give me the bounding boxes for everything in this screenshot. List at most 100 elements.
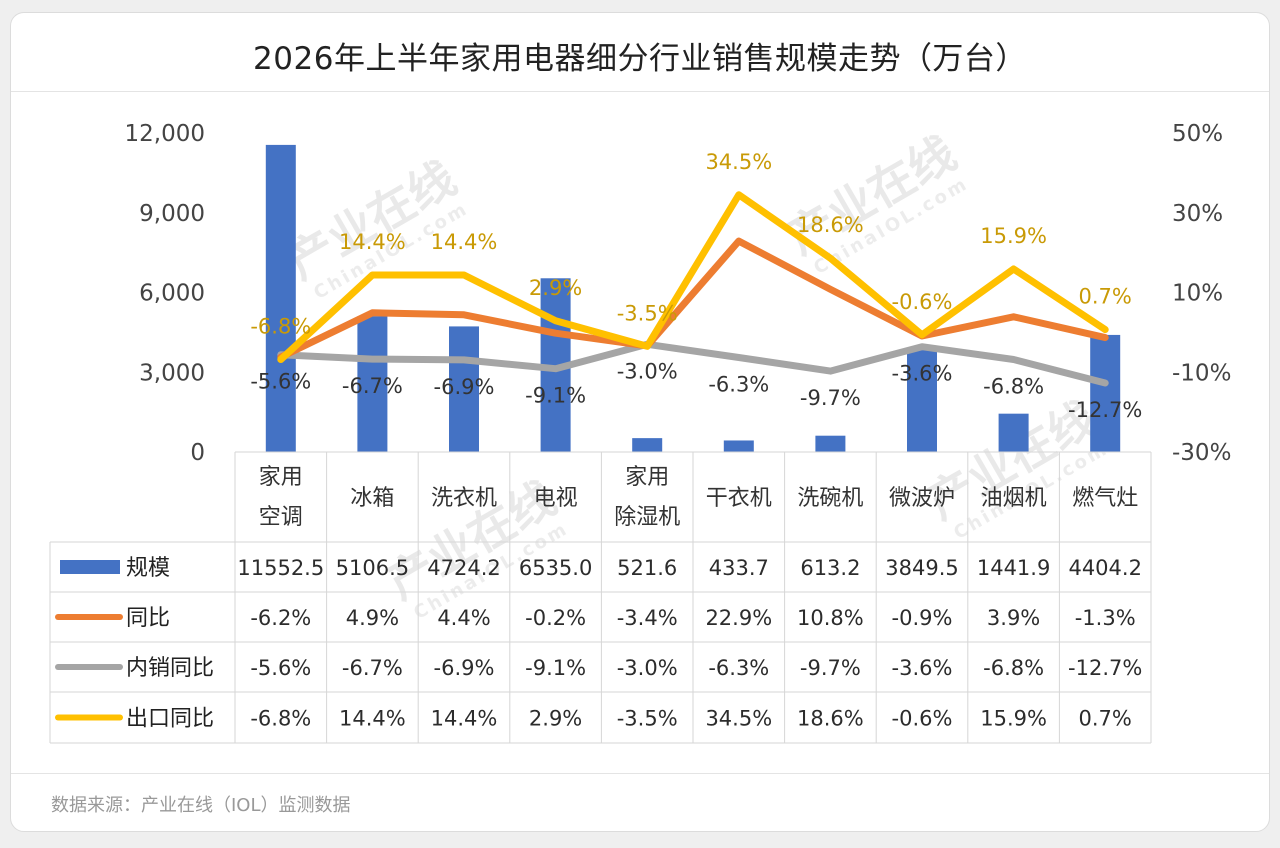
export-data-label: 15.9%	[980, 224, 1047, 248]
category-label: 除湿机	[614, 505, 680, 530]
table-cell: -3.6%	[892, 656, 953, 680]
left-axis-tick: 3,000	[139, 360, 205, 386]
table-cell: 3849.5	[885, 556, 958, 580]
source-note: 数据来源：产业在线（IOL）监测数据	[51, 795, 351, 816]
table-cell: 4724.2	[427, 556, 500, 580]
bar-series	[265, 144, 1121, 452]
domestic-data-label: -12.7%	[1068, 398, 1142, 422]
left-axis-tick: 12,000	[125, 121, 205, 147]
table-cell: -6.8%	[250, 707, 311, 731]
right-axis-ticks: -30% -10% 10% 30% 50%	[1172, 121, 1231, 466]
table-cell: 3.9%	[987, 606, 1040, 630]
table-cell: -9.1%	[525, 656, 586, 680]
category-label: 微波炉	[889, 486, 955, 511]
table-cell: 10.8%	[797, 606, 864, 630]
category-label: 洗碗机	[797, 486, 863, 511]
table-cell: -0.2%	[525, 606, 586, 630]
category-label: 洗衣机	[431, 486, 497, 511]
export-data-label: 18.6%	[797, 213, 864, 237]
table-cell: -0.6%	[892, 707, 953, 731]
domestic-data-label: -9.7%	[800, 386, 861, 410]
legend-label: 规模	[126, 556, 170, 581]
legend-label: 同比	[126, 606, 170, 631]
category-label: 空调	[259, 505, 303, 530]
table-cell: 433.7	[709, 556, 769, 580]
category-label: 燃气灶	[1072, 486, 1138, 511]
table-cell: -5.6%	[250, 656, 311, 680]
category-label: 干衣机	[706, 486, 772, 511]
bar	[449, 326, 479, 452]
export-data-label: -0.6%	[892, 290, 953, 314]
table-cell: 22.9%	[705, 606, 772, 630]
left-axis-tick: 6,000	[139, 281, 205, 307]
export-data-label: 2.9%	[529, 276, 582, 300]
legend-label: 内销同比	[126, 656, 214, 681]
domestic-data-label: -5.6%	[250, 370, 311, 394]
bar	[815, 435, 846, 452]
table-cell: 613.2	[800, 556, 860, 580]
right-axis-tick: -10%	[1172, 360, 1231, 386]
table-cell: 18.6%	[797, 707, 864, 731]
table-cell: -6.8%	[983, 656, 1044, 680]
right-axis-tick: 10%	[1172, 281, 1223, 307]
export-data-label: 14.4%	[431, 230, 498, 254]
left-axis-ticks: 0 3,000 6,000 9,000 12,000	[125, 121, 205, 466]
table-cell: -6.2%	[250, 606, 311, 630]
domestic-data-label: -6.8%	[983, 374, 1044, 398]
series-line	[277, 340, 1109, 387]
domestic-data-label: -6.9%	[434, 375, 495, 399]
right-axis-tick: 50%	[1172, 121, 1223, 147]
legend-swatch	[60, 560, 120, 574]
table-cell: -3.0%	[617, 656, 678, 680]
table-cell: -6.7%	[342, 656, 403, 680]
table-cell: 0.7%	[1079, 707, 1132, 731]
title-divider	[11, 91, 1269, 92]
series-line	[277, 237, 1109, 361]
legend-label: 出口同比	[126, 707, 214, 732]
category-label: 冰箱	[350, 486, 394, 511]
bar	[723, 440, 754, 452]
table-cell: -1.3%	[1075, 606, 1136, 630]
table-cell: -3.5%	[617, 707, 678, 731]
category-label: 油烟机	[981, 486, 1047, 511]
domestic-data-label: -6.3%	[708, 372, 769, 396]
right-axis-tick: -30%	[1172, 440, 1231, 466]
footer-divider	[11, 773, 1269, 774]
export-data-label: 14.4%	[339, 230, 406, 254]
table-cell: -3.4%	[617, 606, 678, 630]
table-cell: 6535.0	[519, 556, 592, 580]
table-cell: 34.5%	[705, 707, 772, 731]
bar	[1090, 334, 1121, 452]
table-cell: 15.9%	[980, 707, 1047, 731]
left-axis-tick: 0	[190, 440, 205, 466]
table-cell: 14.4%	[339, 707, 406, 731]
table-cell: 521.6	[617, 556, 677, 580]
series-line	[277, 191, 1109, 363]
right-axis-tick: 30%	[1172, 201, 1223, 227]
domestic-data-label: -9.1%	[525, 384, 586, 408]
export-data-label: 34.5%	[705, 150, 772, 174]
category-label: 家用	[625, 465, 669, 490]
chart-title: 2026年上半年家用电器细分行业销售规模走势（万台）	[253, 41, 1027, 77]
category-label: 家用	[259, 465, 303, 490]
domestic-data-label: -3.0%	[617, 359, 678, 383]
left-axis-tick: 9,000	[139, 201, 205, 227]
bar	[357, 316, 388, 452]
export-data-label: 0.7%	[1079, 285, 1132, 309]
line-series	[277, 191, 1109, 387]
table-cell: 1441.9	[977, 556, 1050, 580]
table-cell: 11552.5	[237, 556, 324, 580]
table-cell: -9.7%	[800, 656, 861, 680]
data-labels: -6.8% 14.4% 14.4% 2.9% -3.5% 34.5% 18.6% -0.6% 1…	[250, 150, 1142, 422]
table-cell: -0.9%	[892, 606, 953, 630]
table-cell: 4.9%	[346, 606, 399, 630]
domestic-data-label: -6.7%	[342, 374, 403, 398]
chart-card: 2026年上半年家用电器细分行业销售规模走势（万台） 数据来源：产业在线（IOL…	[10, 12, 1270, 832]
category-label: 电视	[534, 486, 578, 511]
bar	[265, 144, 296, 452]
table-cell: -6.9%	[434, 656, 495, 680]
table-cell: 4.4%	[437, 606, 490, 630]
